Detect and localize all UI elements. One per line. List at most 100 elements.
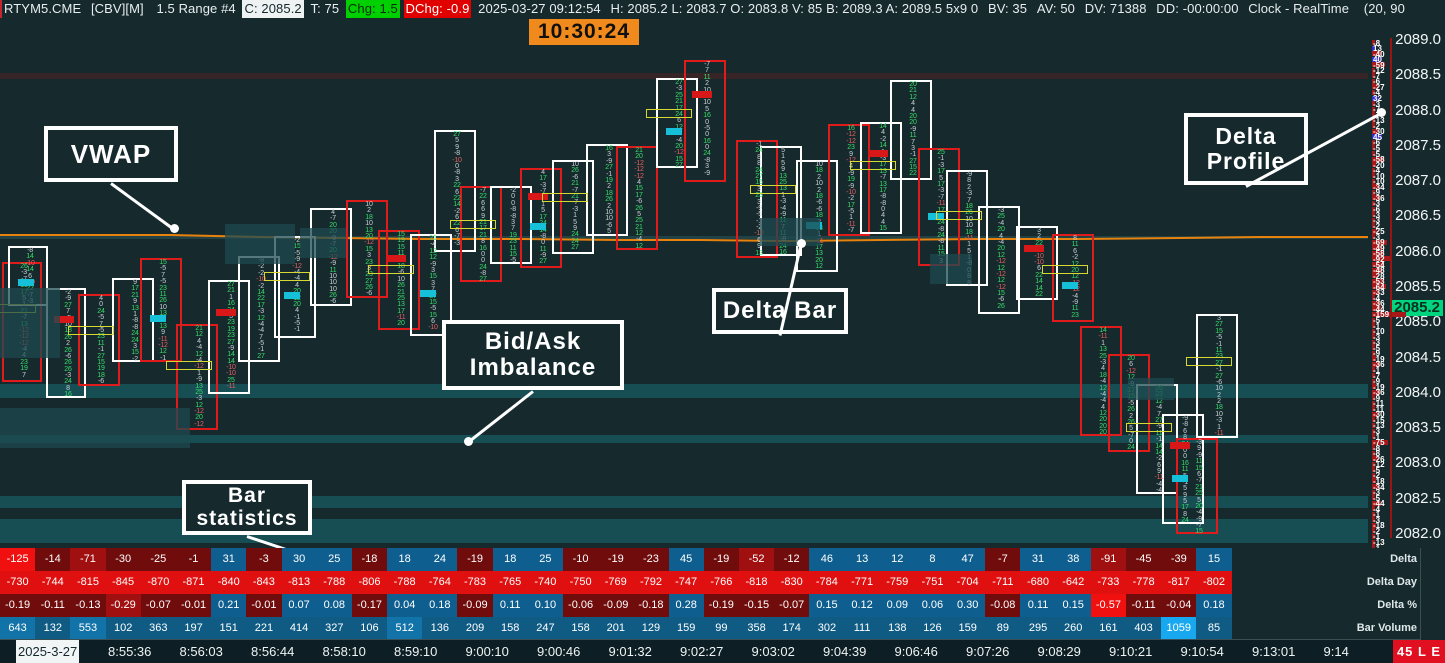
stats-cell: 0.06 xyxy=(914,594,951,617)
delta-profile-value: -3 xyxy=(1373,199,1381,209)
stats-cell: -813 xyxy=(281,571,317,594)
footprint-bar[interactable] xyxy=(586,144,628,236)
footprint-values: 10 26 -6 21 -7 21 -7 -3 1 5 9 24 24 27 xyxy=(571,161,579,252)
delta-profile-value: -26 xyxy=(1373,454,1385,464)
sell-imbalance-cell xyxy=(54,316,74,323)
footprint-bar[interactable] xyxy=(890,80,932,180)
footprint-bar[interactable] xyxy=(208,280,250,394)
footprint-bar[interactable] xyxy=(1176,438,1218,534)
time-tick: 9:04:39 xyxy=(823,644,867,659)
footprint-bar[interactable] xyxy=(828,124,870,236)
footprint-bar[interactable] xyxy=(684,60,726,182)
high-volume-cell xyxy=(666,128,682,135)
footprint-bar[interactable] xyxy=(140,258,182,362)
delta-profile-value: -49 xyxy=(1373,243,1385,253)
footprint-bar[interactable] xyxy=(78,294,120,386)
chart-plot-area[interactable]: 26-3-713175121-713-12-12-12-4423197-814-… xyxy=(0,18,1368,548)
delta-profile-bar xyxy=(1372,533,1375,539)
delta-profile-value: -1 xyxy=(1373,321,1381,331)
time-axis-badge[interactable]: 45 L E xyxy=(1392,640,1445,663)
delta-profile-bar xyxy=(1372,223,1375,229)
stats-cell: -19 xyxy=(598,548,634,571)
delta-profile-bar xyxy=(1372,101,1375,107)
footprint-bar[interactable] xyxy=(736,140,778,258)
delta-profile-value: -59 xyxy=(1373,60,1385,70)
footprint-bar[interactable] xyxy=(760,146,802,256)
footprint-bar[interactable] xyxy=(946,170,988,286)
footprint-bar[interactable] xyxy=(656,78,698,168)
delta-profile-value: -9 xyxy=(1373,349,1381,359)
stats-cell: -3 xyxy=(246,548,282,571)
stats-top-border xyxy=(0,639,1420,640)
footprint-bar[interactable] xyxy=(520,168,562,268)
delta-profile-bar xyxy=(1372,328,1375,334)
stats-cell: -12 xyxy=(774,548,810,571)
footprint-bar[interactable] xyxy=(434,130,476,252)
footprint-bar[interactable] xyxy=(552,160,594,254)
footprint-bar[interactable] xyxy=(410,234,452,336)
footprint-bar[interactable] xyxy=(176,324,218,430)
stats-cell: 106 xyxy=(351,617,388,640)
stats-cell: 260 xyxy=(1055,617,1091,640)
stats-cell: -769 xyxy=(598,571,634,594)
stats-cell: 1059 xyxy=(1161,617,1197,640)
callout-delta-bar-anchor xyxy=(796,238,806,248)
delta-profile-value: -1 xyxy=(1373,544,1380,548)
footprint-bar[interactable] xyxy=(1108,354,1150,452)
delta-profile-bar xyxy=(1372,456,1378,462)
delta-profile-value: -30 xyxy=(1373,410,1385,420)
sell-imbalance-cell xyxy=(528,193,548,200)
price-tick-label: 2084.5 xyxy=(1395,348,1441,366)
footprint-bar[interactable] xyxy=(616,146,658,250)
footprint-bar[interactable] xyxy=(346,200,388,298)
delta-profile-bar xyxy=(1372,450,1375,456)
footprint-bar[interactable] xyxy=(274,236,316,338)
footprint-bar[interactable] xyxy=(378,230,420,330)
footprint-bar[interactable] xyxy=(1052,234,1094,322)
stats-cell: -14 xyxy=(35,548,71,571)
stats-cell: 512 xyxy=(387,617,423,640)
delta-profile-value: -1 xyxy=(1373,532,1381,542)
stats-row-delta-pct: -0.19 -0.11 -0.13 -0.29 -0.07 -0.01 0.21 -0.01 0… xyxy=(0,594,1445,617)
delta-profile-value: -12 xyxy=(1373,460,1385,470)
delta-profile-bar xyxy=(1372,478,1376,484)
stats-cell: -0.57 xyxy=(1090,594,1126,617)
delta-profile-value: -10 xyxy=(1373,171,1385,181)
delta-profile-bar xyxy=(1372,78,1375,84)
delta-profile-bar xyxy=(1372,156,1385,162)
delta-profile-value: -3 xyxy=(1373,488,1381,498)
footprint-bar[interactable] xyxy=(1016,226,1058,300)
stats-right-separator xyxy=(1420,548,1421,640)
delta-profile-bar xyxy=(1372,267,1383,273)
delta-profile-value: -3 xyxy=(1373,515,1381,525)
delta-profile-bar xyxy=(1372,400,1375,406)
footprint-values: 20 21 12 4 4 20 20 -9 11 7 3 -1 27 15 22 xyxy=(909,81,917,178)
delta-profile-bar xyxy=(1372,345,1375,351)
delta-profile-bar xyxy=(1372,250,1385,256)
footprint-bar[interactable] xyxy=(978,206,1020,314)
delta-profile-value: -9 xyxy=(1373,188,1381,198)
callout-bar-statistics: Bar statistics xyxy=(182,480,312,535)
delta-profile-bar xyxy=(1372,445,1375,451)
time-axis[interactable]: 2025-3-27 8:55:36 8:56:03 8:56:44 8:58:10 8:5… xyxy=(0,640,1445,663)
callout-vwap-label: VWAP xyxy=(70,138,152,169)
delta-profile-value: -92 xyxy=(1373,254,1385,264)
bid-ask-imbalance-box xyxy=(750,185,796,194)
footprint-bar[interactable] xyxy=(1080,326,1122,436)
footprint-bar[interactable] xyxy=(796,160,838,272)
footprint-bar[interactable] xyxy=(460,186,502,282)
stats-cell: 151 xyxy=(211,617,247,640)
footprint-bar[interactable] xyxy=(1162,414,1204,524)
price-tick-label: 2083.0 xyxy=(1395,454,1441,472)
stats-cell: -642 xyxy=(1055,571,1091,594)
time-tick: 9:06:46 xyxy=(894,644,938,659)
high-volume-cell xyxy=(1062,282,1078,289)
price-axis[interactable]: 2089.0 2088.5 2088.0 2087.5 2087.0 2086.5 2086… xyxy=(1368,18,1445,548)
footprint-bar[interactable] xyxy=(1196,314,1238,438)
callout-bid-ask-label: Bid/Ask Imbalance xyxy=(469,328,597,381)
stats-cell: -7 xyxy=(985,548,1021,571)
stats-cell: 221 xyxy=(246,617,282,640)
delta-profile-value: -10 xyxy=(1373,177,1385,187)
